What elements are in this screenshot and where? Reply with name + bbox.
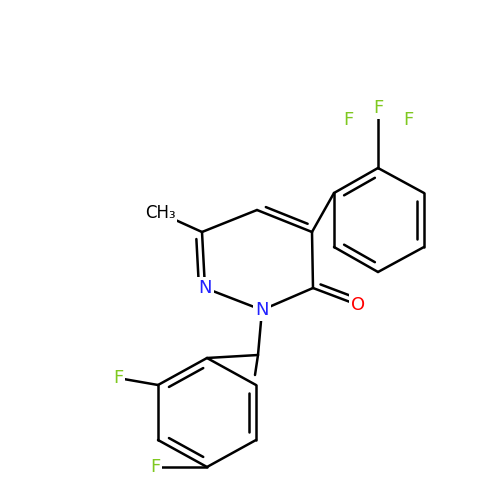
Text: N: N: [256, 301, 269, 319]
Text: F: F: [403, 111, 413, 129]
Text: N: N: [198, 279, 212, 297]
Text: CH₃: CH₃: [144, 204, 176, 222]
Text: F: F: [343, 111, 353, 129]
Text: F: F: [113, 369, 123, 387]
Text: O: O: [351, 296, 365, 314]
Text: F: F: [150, 458, 160, 476]
Text: F: F: [373, 99, 383, 117]
